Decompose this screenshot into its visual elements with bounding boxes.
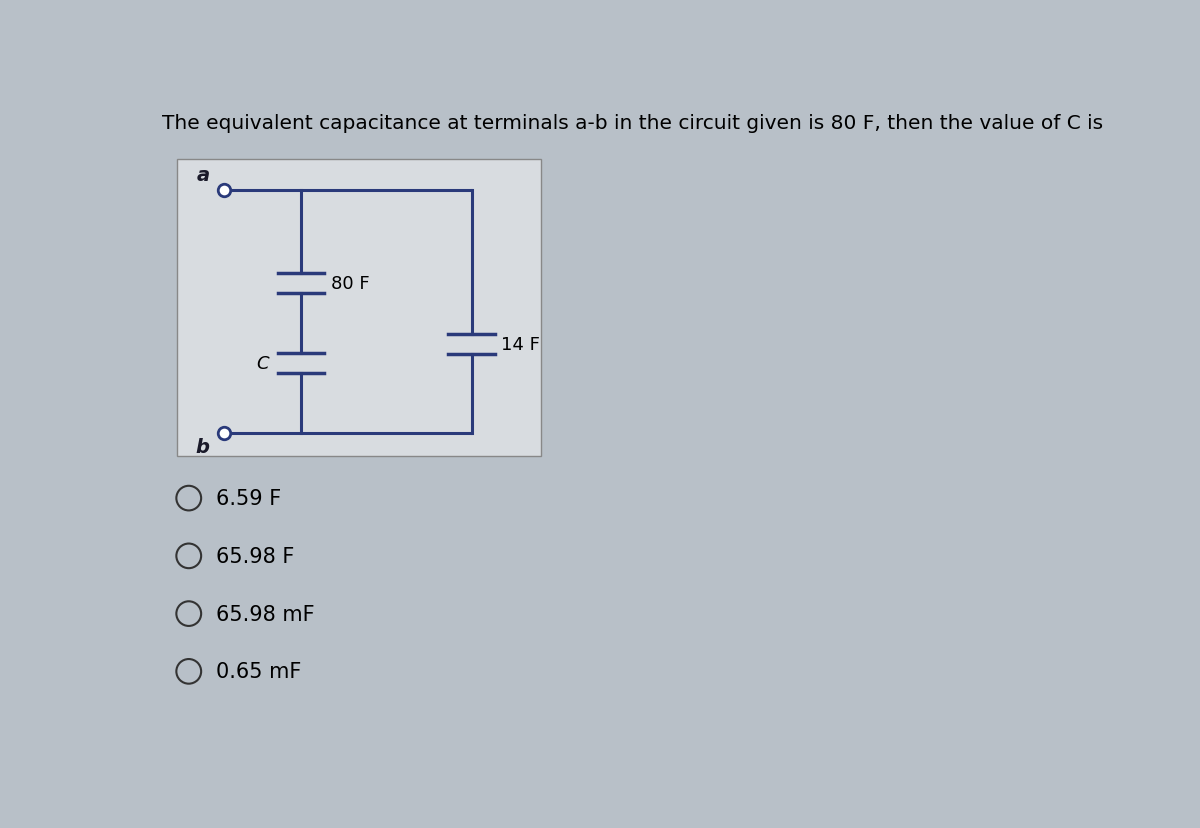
Text: 6.59 F: 6.59 F	[216, 489, 281, 508]
Text: 14 F: 14 F	[502, 335, 540, 354]
Text: b: b	[196, 437, 210, 456]
Text: 65.98 mF: 65.98 mF	[216, 604, 314, 623]
Text: 0.65 mF: 0.65 mF	[216, 662, 301, 681]
Text: 65.98 F: 65.98 F	[216, 546, 294, 566]
Text: a: a	[197, 166, 210, 185]
Text: C: C	[256, 355, 269, 373]
Bar	[178, 160, 541, 456]
Text: 80 F: 80 F	[330, 274, 370, 292]
Text: The equivalent capacitance at terminals a-b in the circuit given is 80 F, then t: The equivalent capacitance at terminals …	[162, 114, 1103, 133]
